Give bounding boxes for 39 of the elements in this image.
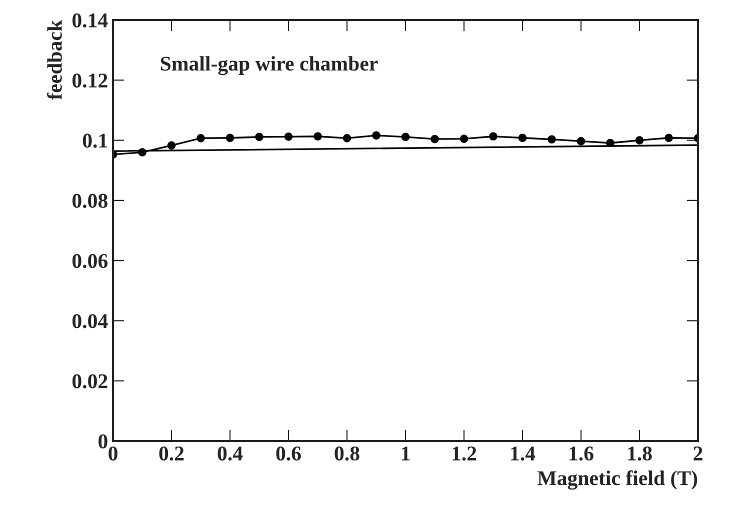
y-tick-label: 0.12 [72,74,108,88]
x-tick-label: 2 [694,446,702,460]
x-tick-label: 0 [108,446,118,461]
annotation: Small-gap wire chamber [160,56,378,76]
point [401,132,410,142]
x-tick-label: 1.2 [452,446,476,461]
point [430,134,439,144]
point [518,134,527,142]
point [342,134,352,142]
point [167,141,176,150]
y-tick-label: 0.04 [72,314,108,328]
x-tick-label: 1.8 [628,446,652,461]
point [255,132,264,142]
point [314,132,322,141]
x-tick-label: 1.6 [570,446,594,461]
y-tick-label: 0 [98,434,108,448]
y-axis-title: feedback [47,20,62,100]
x-tick-label: 0.4 [218,446,243,461]
point [196,134,205,142]
point [576,137,586,146]
x-tick-label: 0.2 [159,446,184,461]
point [489,132,498,141]
x-tick-label: 0.6 [276,446,301,461]
point [226,134,234,142]
y-tick-label: 0.1 [82,134,108,148]
point [548,135,556,144]
y-tick-label: 0.06 [72,254,108,268]
x-tick-label: 1.4 [511,446,536,461]
point [372,131,380,140]
point [664,134,673,142]
x-axis-title: Magnetic field (T) [538,470,698,490]
point [460,134,468,143]
point [635,136,644,144]
x-tick-label: 0.8 [334,446,360,461]
y-tick-label: 0.08 [72,194,108,208]
y-tick-label: 0.14 [72,13,108,28]
y-tick-label: 0.02 [72,374,108,388]
x-tick-label: 1 [402,446,410,460]
point [284,132,293,141]
